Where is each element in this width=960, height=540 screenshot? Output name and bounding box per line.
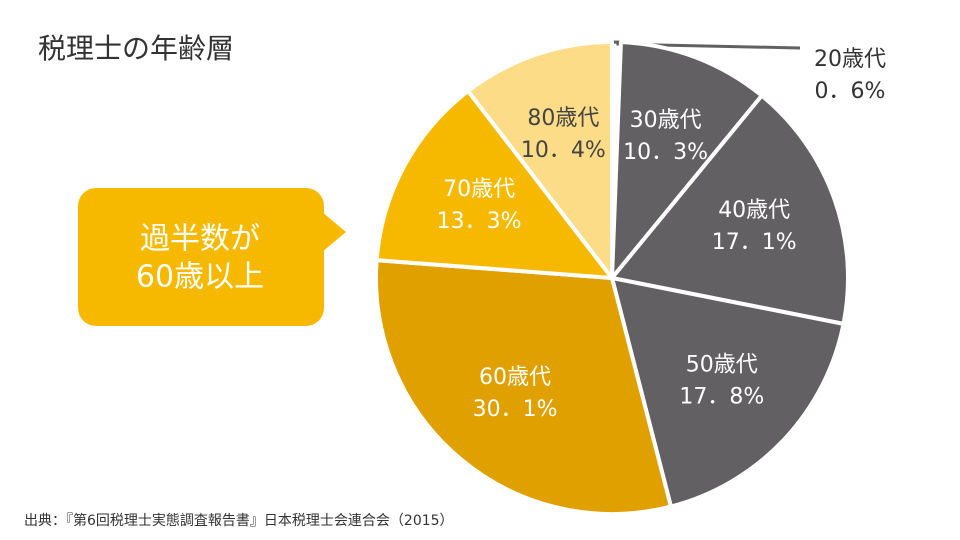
pie-slice <box>610 276 846 509</box>
slice-value-label: 10．4% <box>521 138 606 163</box>
pie-slice <box>610 40 764 280</box>
callout-text: 過半数が <box>140 222 260 257</box>
slice-value-label: 30．1% <box>473 397 558 422</box>
callout-pointer <box>322 212 346 252</box>
slice-label: 80歳代 <box>527 106 599 131</box>
slice-value-label: 17．8% <box>679 385 764 410</box>
slice-value-label: 10．3% <box>623 140 708 165</box>
slice-label: 50歳代 <box>686 353 758 378</box>
callout-text: 60歳以上 <box>136 260 264 295</box>
pie-slice <box>610 93 850 326</box>
slice-label: 70歳代 <box>443 177 515 202</box>
slice-label: 30歳代 <box>630 108 702 133</box>
pie-slice <box>466 40 614 280</box>
slice-value-label: 0．6% <box>815 79 886 104</box>
callout-box <box>78 188 324 326</box>
slice-value-label: 13．3% <box>437 209 522 234</box>
slice-value-label: 17．1% <box>712 230 797 255</box>
source-note: 出典：『第6回税理士実態調査報告書』日本税理士会連合会（2015） <box>24 512 454 529</box>
pie-slice <box>374 88 614 280</box>
callout: 過半数が 60歳以上 <box>78 188 346 326</box>
slice-label: 60歳代 <box>479 365 551 390</box>
chart-title: 税理士の年齢層 <box>38 32 234 65</box>
pie-slice <box>374 258 673 516</box>
slice-label: 20歳代 <box>814 47 886 72</box>
slice-label: 40歳代 <box>718 198 790 223</box>
